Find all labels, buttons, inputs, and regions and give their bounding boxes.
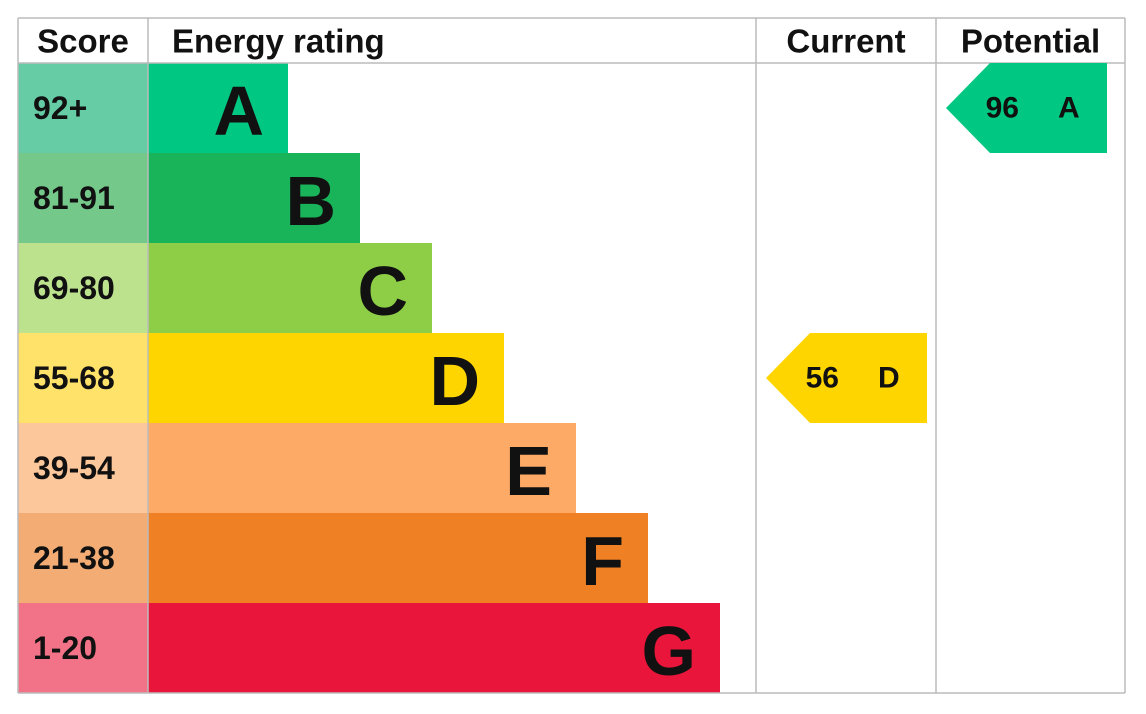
rating-bar <box>148 63 288 153</box>
current-letter: D <box>878 362 900 395</box>
column-header: Potential <box>961 23 1100 60</box>
score-label: 81-91 <box>33 180 115 216</box>
score-label: 92+ <box>33 90 87 126</box>
score-label: 39-54 <box>33 450 115 486</box>
score-cell <box>18 513 148 603</box>
column-header: Current <box>786 23 905 60</box>
score-cell <box>18 243 148 333</box>
column-header: Score <box>37 23 129 60</box>
score-cell <box>18 603 148 693</box>
column-header: Energy rating <box>172 23 385 60</box>
score-cell <box>18 153 148 243</box>
score-label: 55-68 <box>33 360 115 396</box>
potential-score: 96 <box>986 92 1019 125</box>
score-cell <box>18 423 148 513</box>
rating-bar <box>148 333 504 423</box>
current-arrow <box>766 333 927 423</box>
rating-bar <box>148 603 720 693</box>
potential-letter: A <box>1058 92 1080 125</box>
score-label: 21-38 <box>33 540 115 576</box>
rating-letter: D <box>429 342 480 420</box>
score-cell <box>18 63 148 153</box>
rating-letter: G <box>642 612 696 690</box>
score-label: 1-20 <box>33 630 97 666</box>
rating-bar <box>148 243 432 333</box>
score-label: 69-80 <box>33 270 115 306</box>
rating-bar <box>148 513 648 603</box>
score-cell <box>18 333 148 423</box>
rating-bar <box>148 423 576 513</box>
rating-letter: C <box>357 252 408 330</box>
rating-letter: E <box>505 432 552 510</box>
current-score: 56 <box>806 362 839 395</box>
rating-letter: F <box>581 522 624 600</box>
potential-arrow <box>946 63 1107 153</box>
rating-letter: B <box>285 162 336 240</box>
rating-bar <box>148 153 360 243</box>
rating-letter: A <box>213 72 264 150</box>
